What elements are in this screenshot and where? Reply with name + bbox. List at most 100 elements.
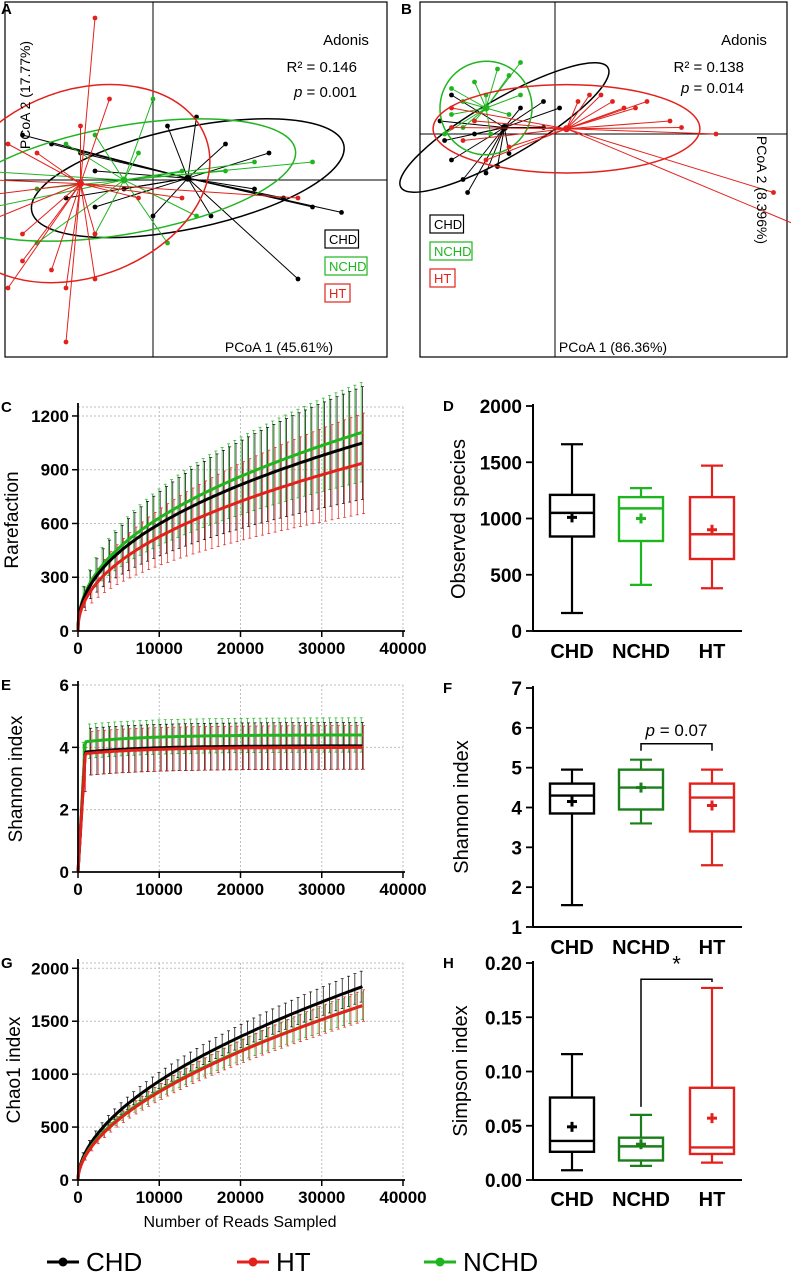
legend-label-chd: CHD xyxy=(329,232,357,247)
legend-box-nchd xyxy=(429,241,473,261)
sample-point xyxy=(63,285,69,291)
spider-line xyxy=(65,183,81,289)
spider-line xyxy=(566,101,579,129)
sample-point xyxy=(136,195,141,201)
group-nchd xyxy=(439,60,533,156)
legend-box-nchd xyxy=(324,256,368,276)
x-axis-label: Number of Reads Sampled xyxy=(144,1214,337,1231)
category-label: NCHD xyxy=(612,937,670,959)
adonis-p-value: p = 0.001 xyxy=(293,84,357,101)
spider-line xyxy=(451,127,505,161)
y-tick-label: 2 xyxy=(511,878,522,899)
confidence-ellipse xyxy=(432,83,701,174)
legend-label-chd: CHD xyxy=(434,217,462,232)
sample-point xyxy=(495,66,500,72)
group-centroid xyxy=(500,124,508,131)
spider-line xyxy=(80,183,96,280)
box-chd xyxy=(548,1053,596,1172)
y-axis-label: Shannon index xyxy=(451,740,473,873)
significance-label: * xyxy=(672,951,681,976)
sample-point xyxy=(78,123,83,129)
spider-line xyxy=(0,179,125,207)
sample-point xyxy=(281,195,286,201)
iqr-box xyxy=(688,782,736,833)
x-tick-label: 20000 xyxy=(217,639,264,658)
spider-line xyxy=(439,120,505,128)
x-tick-label: 30000 xyxy=(298,639,345,658)
group-centroid xyxy=(563,125,570,133)
sample-point xyxy=(449,105,454,111)
sample-point xyxy=(518,60,523,65)
category-label: NCHD xyxy=(612,1189,670,1211)
sample-point xyxy=(541,99,546,104)
legend-label-ht: HT xyxy=(434,271,451,286)
sample-point xyxy=(49,267,54,273)
box-ht xyxy=(688,986,736,1164)
y-tick-label: 900 xyxy=(41,461,69,480)
iqr-box xyxy=(548,1096,596,1153)
adonis-p-value: p = 0.014 xyxy=(680,80,744,97)
group-centroid xyxy=(482,104,490,112)
iqr-box xyxy=(617,768,665,811)
spider-line xyxy=(504,101,544,128)
sample-point xyxy=(92,276,98,282)
curve-ht xyxy=(76,1004,363,1181)
y-tick-label: 2000 xyxy=(31,959,69,978)
confidence-ellipse xyxy=(0,83,211,284)
spider-line xyxy=(152,177,189,217)
y-tick-label: 0 xyxy=(60,622,69,641)
y-tick-label: 1500 xyxy=(31,1012,69,1031)
spider-line xyxy=(474,127,505,135)
spider-line xyxy=(0,171,125,181)
sample-point xyxy=(179,195,185,201)
line-panel-e: E 0 2 4 6 0 10000 20000 30000 40000 Shannon index xyxy=(1,676,427,899)
y-axis-label: Observed species xyxy=(448,439,470,599)
spider-line xyxy=(451,107,567,130)
x-tick-label: 10000 xyxy=(136,639,183,658)
y-tick-label: 0 xyxy=(511,622,522,643)
spider-line xyxy=(22,183,81,235)
sample-point xyxy=(449,92,454,98)
x-tick-label: 30000 xyxy=(298,1188,345,1207)
sample-point xyxy=(442,138,447,143)
spider-line xyxy=(80,183,183,199)
spider-line xyxy=(0,183,81,217)
spider-line xyxy=(187,143,226,179)
box-chd xyxy=(548,768,596,907)
sample-point xyxy=(483,170,489,176)
panel-label: E xyxy=(1,677,11,694)
x-tick-label: 10000 xyxy=(136,880,183,899)
sample-point xyxy=(442,131,447,137)
spider-line xyxy=(65,183,81,343)
spider-line xyxy=(80,183,299,199)
spider-line xyxy=(485,107,492,135)
sample-point xyxy=(339,210,344,215)
spider-line xyxy=(80,98,110,184)
sample-point xyxy=(208,213,214,219)
sample-point xyxy=(483,157,489,163)
sample-point xyxy=(5,285,11,291)
y-axis-label: Rarefaction xyxy=(2,471,23,568)
sample-point xyxy=(460,177,466,182)
sample-point xyxy=(460,138,466,143)
spider-line xyxy=(65,143,125,181)
category-label: CHD xyxy=(550,1189,593,1211)
curve-chd xyxy=(76,441,363,632)
panel-label: F xyxy=(443,680,452,697)
adonis-title: Adonis xyxy=(721,32,767,49)
panel-label: G xyxy=(1,955,13,972)
sample-point xyxy=(107,96,112,102)
y-axis-label: Chao1 index xyxy=(4,1016,25,1123)
legend-label-nchd: NCHD xyxy=(329,259,367,274)
panel-label: A xyxy=(1,1,12,18)
panel-label: C xyxy=(1,399,12,416)
curve-ht xyxy=(76,745,363,873)
x-axis-label: PCoA 1 (86.36%) xyxy=(559,339,667,355)
y-axis-label: Simpson index xyxy=(450,1005,472,1136)
spider-line xyxy=(80,183,96,235)
group-ht xyxy=(432,83,791,224)
spider-line xyxy=(462,128,567,141)
sample-point xyxy=(465,190,470,195)
spider-line xyxy=(566,94,590,130)
spider-line xyxy=(123,161,255,181)
